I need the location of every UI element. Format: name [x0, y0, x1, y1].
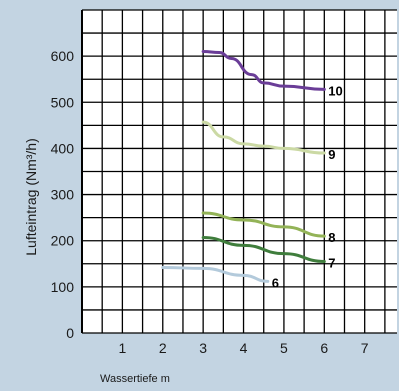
- y-tick-label: 100: [51, 279, 75, 295]
- series-line-9: [201, 120, 326, 155]
- y-tick-label: 600: [51, 48, 75, 64]
- series-line-8: [201, 211, 326, 238]
- series-label-8: 8: [328, 230, 335, 245]
- series-line-7: [201, 235, 326, 263]
- x-tick-label: 2: [159, 340, 167, 356]
- x-tick-label: 5: [280, 340, 288, 356]
- series-line-6: [161, 265, 270, 283]
- y-tick-label: 400: [51, 140, 75, 156]
- grid-layer: [81, 9, 397, 334]
- series-label-7: 7: [328, 255, 335, 270]
- y-tick-label: 500: [51, 94, 75, 110]
- y-tick-label: 0: [66, 325, 74, 341]
- y-tick-label: 200: [51, 233, 75, 249]
- series-layer: 10 9 8 7 6: [161, 50, 343, 290]
- x-tick-label: 6: [320, 340, 328, 356]
- y-axis-label: Lufteintrag (Nm³/h): [23, 138, 39, 255]
- series-label-6: 6: [272, 275, 279, 290]
- x-tick-label: 7: [361, 340, 369, 356]
- x-tick-label: 1: [118, 340, 126, 356]
- x-axis-label: Wassertiefe m: [100, 373, 170, 385]
- x-tick-label: 3: [199, 340, 207, 356]
- series-label-10: 10: [328, 83, 342, 98]
- x-tick-label: 4: [240, 340, 248, 356]
- series-label-9: 9: [328, 147, 335, 162]
- y-tick-label: 300: [51, 187, 75, 203]
- series-line-10: [201, 50, 326, 91]
- tick-layer: 0 100 200 300 400 500 600 1 2 3 4 5 6 7: [51, 48, 369, 356]
